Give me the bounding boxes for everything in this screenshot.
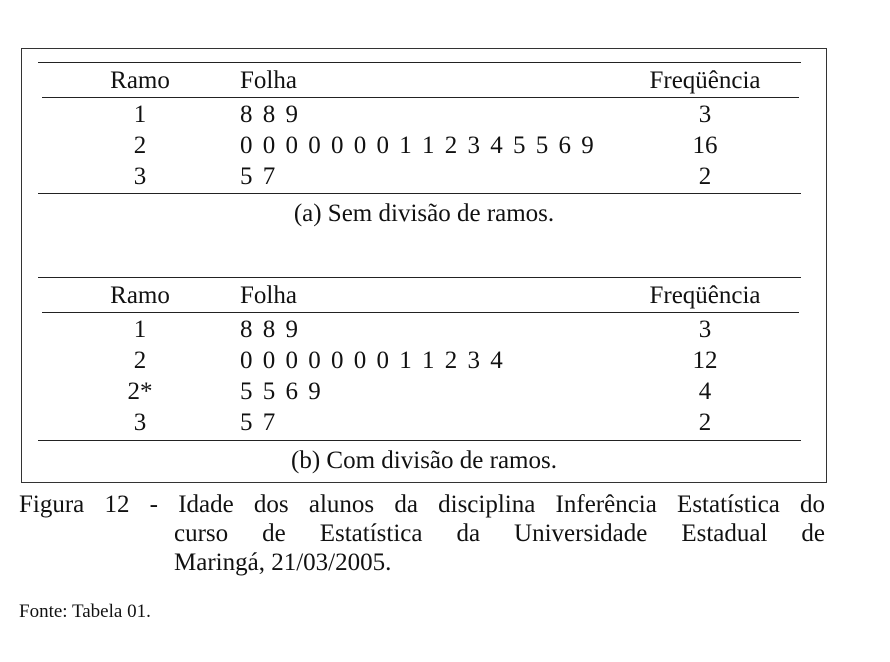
folha-cell: 8 8 9 [240,101,300,128]
table-row: 3 5 7 2 [0,408,890,438]
table-b-top-rule [38,277,801,278]
table-row: 2 0 0 0 0 0 0 0 1 1 2 3 4 5 5 6 9 16 [0,131,890,161]
frequencia-cell: 2 [698,409,712,436]
table-row: 1 8 8 9 3 [0,100,890,130]
frequencia-cell: 3 [698,316,712,343]
table-a-caption: (a) Sem divisão de ramos. [293,200,555,227]
figure-caption: Figura 12 - Idade dos alunos da discipli… [19,490,825,577]
figure-caption-continuation: curso de Estatística da Universidade Est… [174,519,825,577]
table-a-top-rule [38,62,801,63]
ramo-cell: 2* [127,378,153,405]
source-note: Fonte: Tabela 01. [19,601,151,622]
table-b-header-folha: Folha [240,282,297,309]
table-row: 1 8 8 9 3 [0,315,890,345]
table-b-header-ramo: Ramo [110,282,170,309]
ramo-cell: 2 [133,132,147,159]
ramo-cell: 1 [133,101,147,128]
frequencia-cell: 16 [692,132,718,159]
folha-cell: 8 8 9 [240,316,300,343]
figure-caption-line-2: curso de Estatística da Universidade Est… [174,520,825,547]
frequencia-cell: 4 [698,378,712,405]
table-a-header-ramo: Ramo [110,67,170,94]
table-b-caption: (b) Com divisão de ramos. [291,447,557,474]
figure-caption-line-3: Maringá, 21/03/2005. [174,549,392,576]
frequencia-cell: 3 [698,101,712,128]
frequencia-cell: 12 [692,347,718,374]
folha-cell: 5 5 6 9 [240,378,323,405]
folha-cell: 5 7 [240,409,278,436]
ramo-cell: 3 [133,163,147,190]
table-row: 3 5 7 2 [0,162,890,192]
folha-cell: 0 0 0 0 0 0 0 1 1 2 3 4 5 5 6 9 [240,132,596,159]
ramo-cell: 1 [133,316,147,343]
folha-cell: 5 7 [240,163,278,190]
table-a-header-row: Ramo Folha Freqüência [0,66,890,96]
folha-cell: 0 0 0 0 0 0 0 1 1 2 3 4 [240,347,505,374]
figure-frame [21,48,827,483]
ramo-cell: 3 [133,409,147,436]
table-a-bottom-rule [38,193,801,194]
table-b-header-row: Ramo Folha Freqüência [0,281,890,311]
table-row: 2* 5 5 6 9 4 [0,377,890,407]
figure-caption-line-1: Figura 12 - Idade dos alunos da discipli… [19,491,825,518]
ramo-cell: 2 [133,347,147,374]
table-b-header-rule [42,312,799,313]
table-a-header-rule [42,97,799,98]
table-b-header-frequencia: Freqüência [649,282,761,309]
table-a-header-folha: Folha [240,67,297,94]
table-b-bottom-rule [38,440,801,441]
table-row: 2 0 0 0 0 0 0 0 1 1 2 3 4 12 [0,346,890,376]
frequencia-cell: 2 [698,163,712,190]
table-a-header-frequencia: Freqüência [649,67,761,94]
